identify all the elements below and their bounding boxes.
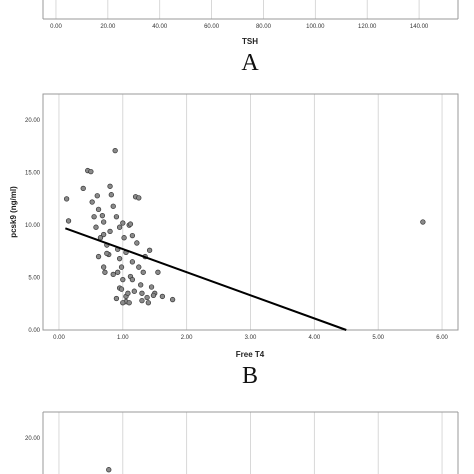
data-point (107, 228, 113, 235)
data-point (88, 168, 94, 175)
y-tick-label: 5.00 (28, 276, 40, 282)
x-tick-label: 100.00 (306, 24, 325, 30)
y-axis-title: pcsk9 (ng/ml) (9, 186, 18, 238)
data-point (113, 295, 120, 302)
data-point (131, 288, 137, 294)
data-point (115, 269, 121, 275)
data-point (116, 256, 123, 262)
data-point (155, 269, 161, 275)
data-point (113, 214, 120, 220)
x-tick-label: 1.00 (117, 335, 129, 341)
x-tick-label: 140.00 (410, 24, 429, 30)
data-point (95, 253, 102, 260)
x-tick-label: 80.00 (256, 24, 272, 30)
data-point (120, 300, 126, 306)
data-point (108, 192, 114, 198)
data-point (63, 196, 70, 202)
data-point (121, 235, 127, 241)
x-tick-label: 0.00 (53, 335, 65, 341)
data-point (102, 269, 108, 275)
y-tick-label: 15.00 (25, 171, 41, 177)
data-point (95, 206, 102, 213)
data-point (91, 214, 97, 220)
data-point (159, 293, 166, 300)
y-tick-label: 20.00 (25, 436, 41, 442)
data-point (101, 231, 107, 238)
x-tick-label: 4.00 (309, 335, 321, 341)
panel-a-tsh: 0.00 20.00 40.00 60.00 80.00 100.00 120.00 140.… (42, 0, 459, 46)
data-point (148, 284, 155, 290)
x-tick-label: 40.00 (152, 24, 168, 30)
data-point (139, 290, 145, 296)
data-point (140, 269, 146, 275)
data-point (101, 219, 107, 225)
x-axis-title: TSH (242, 37, 258, 46)
data-point (93, 224, 99, 230)
x-tick-label: 0.00 (50, 24, 62, 30)
panel-b-letter: B (242, 363, 258, 389)
data-point (112, 147, 118, 154)
x-tick-label: 2.00 (181, 335, 193, 341)
panel-b-free-t4: 0.00 1.00 2.00 3.00 4.00 5.00 6.00 0.00 5.00 10.0… (9, 93, 459, 359)
data-point (110, 271, 116, 278)
data-point (129, 259, 136, 265)
data-point (420, 219, 426, 225)
data-point (104, 250, 110, 257)
data-point (65, 218, 72, 224)
data-point (89, 199, 95, 205)
data-point (107, 183, 113, 189)
data-point (94, 193, 100, 199)
x-tick-label: 60.00 (204, 24, 220, 30)
y-tick-label: 0.00 (28, 328, 40, 334)
data-point (110, 203, 116, 209)
data-point (146, 247, 153, 253)
data-point (118, 264, 125, 270)
data-point (120, 277, 126, 283)
data-point (150, 292, 157, 299)
data-point (126, 300, 132, 306)
data-point (106, 467, 112, 473)
data-point (80, 185, 86, 192)
fit-line (65, 227, 347, 331)
data-point (116, 224, 123, 230)
data-point (127, 221, 134, 227)
data-point (136, 195, 142, 201)
panel-c-partial: 20.00 (25, 411, 459, 474)
x-axis-title: Free T4 (236, 350, 265, 359)
panel-a-letter: A (241, 50, 259, 76)
x-tick-label: 5.00 (372, 335, 384, 341)
data-point (136, 264, 142, 270)
data-point (129, 232, 136, 239)
data-point (144, 294, 150, 301)
data-point (125, 290, 131, 296)
data-point (145, 300, 151, 306)
plot-frame (42, 93, 459, 331)
data-point (118, 286, 125, 292)
y-tick-label: 20.00 (25, 118, 41, 124)
data-point (129, 277, 136, 283)
data-point (101, 264, 107, 270)
x-tick-label: 120.00 (358, 24, 377, 30)
data-point (99, 213, 106, 219)
y-tick-label: 10.00 (25, 223, 41, 229)
x-tick-label: 3.00 (245, 335, 257, 341)
data-point (169, 296, 176, 303)
data-point (134, 240, 140, 246)
x-tick-label: 6.00 (436, 335, 448, 341)
x-tick-label: 20.00 (100, 24, 116, 30)
data-point (120, 220, 126, 226)
data-point (138, 282, 144, 288)
data-point (139, 297, 145, 304)
